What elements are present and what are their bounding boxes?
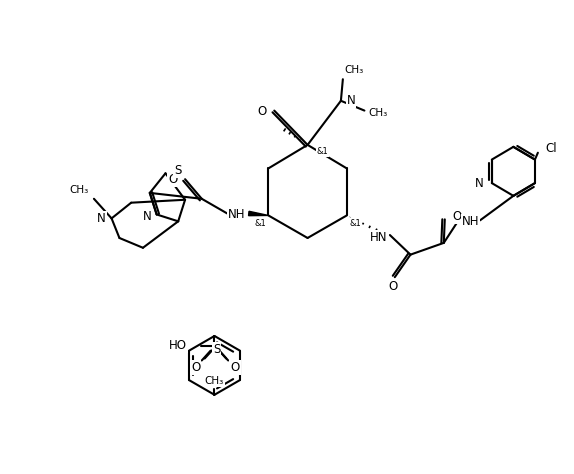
Text: CH₃: CH₃ (345, 65, 364, 75)
Text: O: O (388, 281, 397, 293)
Text: N: N (143, 210, 152, 223)
Text: O: O (257, 105, 266, 118)
Text: HO: HO (169, 339, 187, 352)
Text: O: O (230, 361, 240, 374)
Text: &1: &1 (316, 147, 328, 156)
Text: HN: HN (370, 230, 388, 244)
Polygon shape (249, 211, 269, 216)
Text: NH: NH (461, 215, 479, 228)
Text: CH₃: CH₃ (205, 376, 224, 386)
Text: S: S (213, 343, 220, 356)
Text: NH: NH (228, 208, 246, 221)
Text: CH₃: CH₃ (70, 185, 89, 195)
Text: CH₃: CH₃ (369, 108, 387, 118)
Text: O: O (168, 173, 177, 186)
Text: N: N (347, 94, 355, 107)
Text: &1: &1 (255, 219, 266, 228)
Text: O: O (191, 361, 200, 374)
Text: N: N (475, 177, 484, 190)
Text: N: N (97, 212, 106, 225)
Text: S: S (174, 164, 182, 177)
Text: Cl: Cl (546, 142, 557, 155)
Text: &1: &1 (350, 219, 362, 228)
Text: O: O (453, 210, 462, 223)
